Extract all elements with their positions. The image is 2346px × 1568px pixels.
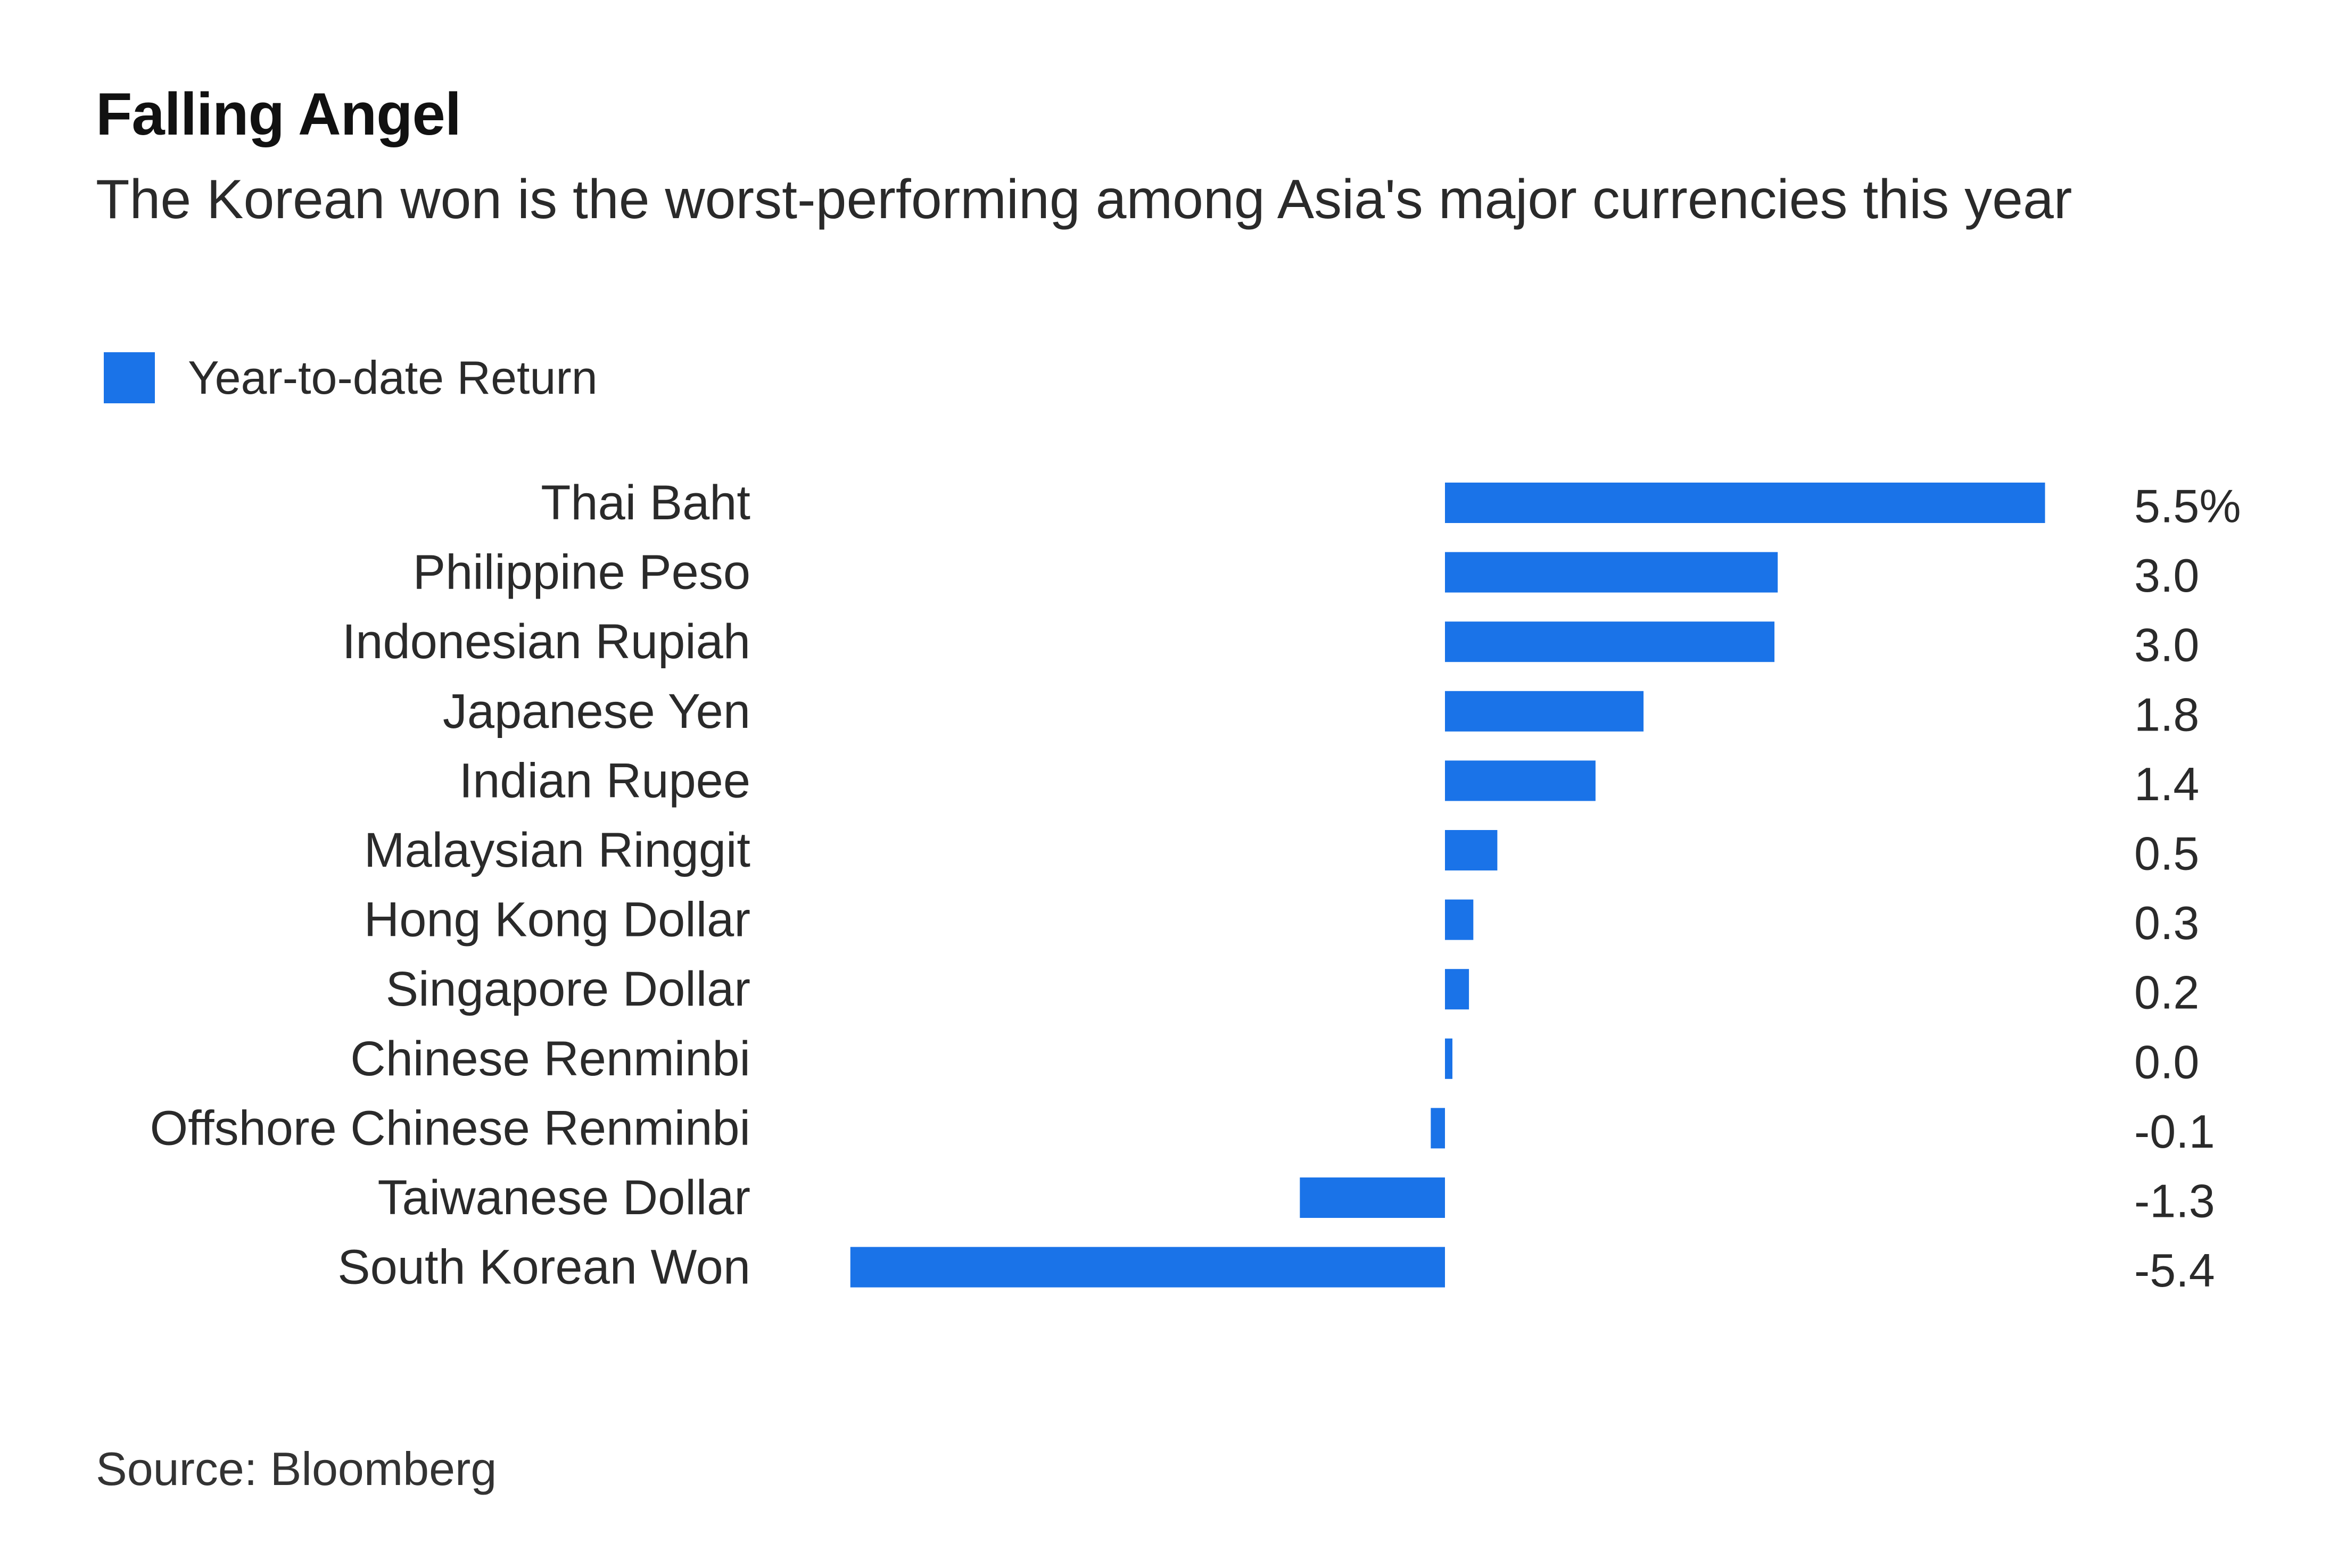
legend: Year-to-date Return — [104, 346, 598, 410]
category-label: South Korean Won — [337, 1240, 750, 1295]
bar — [1445, 899, 1474, 940]
value-label: 0.3 — [2134, 897, 2199, 949]
category-label: Chinese Renminbi — [350, 1032, 750, 1086]
category-label: Thai Baht — [541, 476, 750, 530]
chart-subtitle: The Korean won is the worst-performing a… — [96, 169, 2072, 230]
value-label: -5.4 — [2134, 1244, 2215, 1297]
bar — [1445, 760, 1596, 801]
legend-swatch — [104, 352, 155, 403]
value-label: 3.0 — [2134, 549, 2199, 602]
value-label: 0.5 — [2134, 827, 2199, 880]
category-label: Taiwanese Dollar — [377, 1171, 750, 1225]
value-label: -0.1 — [2134, 1105, 2215, 1158]
category-label: Japanese Yen — [443, 684, 750, 739]
category-label: Philippine Peso — [413, 545, 750, 600]
value-label: 3.0 — [2134, 619, 2199, 671]
category-label: Hong Kong Dollar — [364, 893, 750, 947]
bar — [1445, 691, 1644, 732]
bar — [1445, 830, 1498, 870]
bar — [1300, 1177, 1445, 1218]
value-label: 1.4 — [2134, 758, 2199, 810]
bar — [1431, 1108, 1445, 1149]
bar — [850, 1247, 1445, 1288]
bar — [1445, 483, 2045, 523]
category-label: Malaysian Ringgit — [364, 823, 750, 877]
value-label: 5.5% — [2134, 480, 2241, 533]
category-label: Offshore Chinese Renminbi — [150, 1101, 750, 1155]
value-label: 0.0 — [2134, 1035, 2199, 1088]
bar — [1445, 1038, 1452, 1079]
value-label: -1.3 — [2134, 1175, 2215, 1227]
bar — [1445, 969, 1469, 1010]
category-label: Indian Rupee — [459, 753, 750, 808]
source-note: Source: Bloomberg — [96, 1442, 497, 1495]
bar — [1445, 552, 1778, 593]
bar-chart: Thai Baht 5.5% Philippine Peso 3.0 Indonesia… — [150, 476, 2241, 1297]
category-label: Indonesian Rupiah — [342, 615, 750, 669]
value-label: 0.2 — [2134, 966, 2199, 1019]
chart-title: Falling Angel — [96, 81, 461, 147]
value-label: 1.8 — [2134, 688, 2199, 741]
bar — [1445, 621, 1775, 662]
legend-label: Year-to-date Return — [188, 351, 598, 404]
category-label: Singapore Dollar — [386, 962, 750, 1016]
